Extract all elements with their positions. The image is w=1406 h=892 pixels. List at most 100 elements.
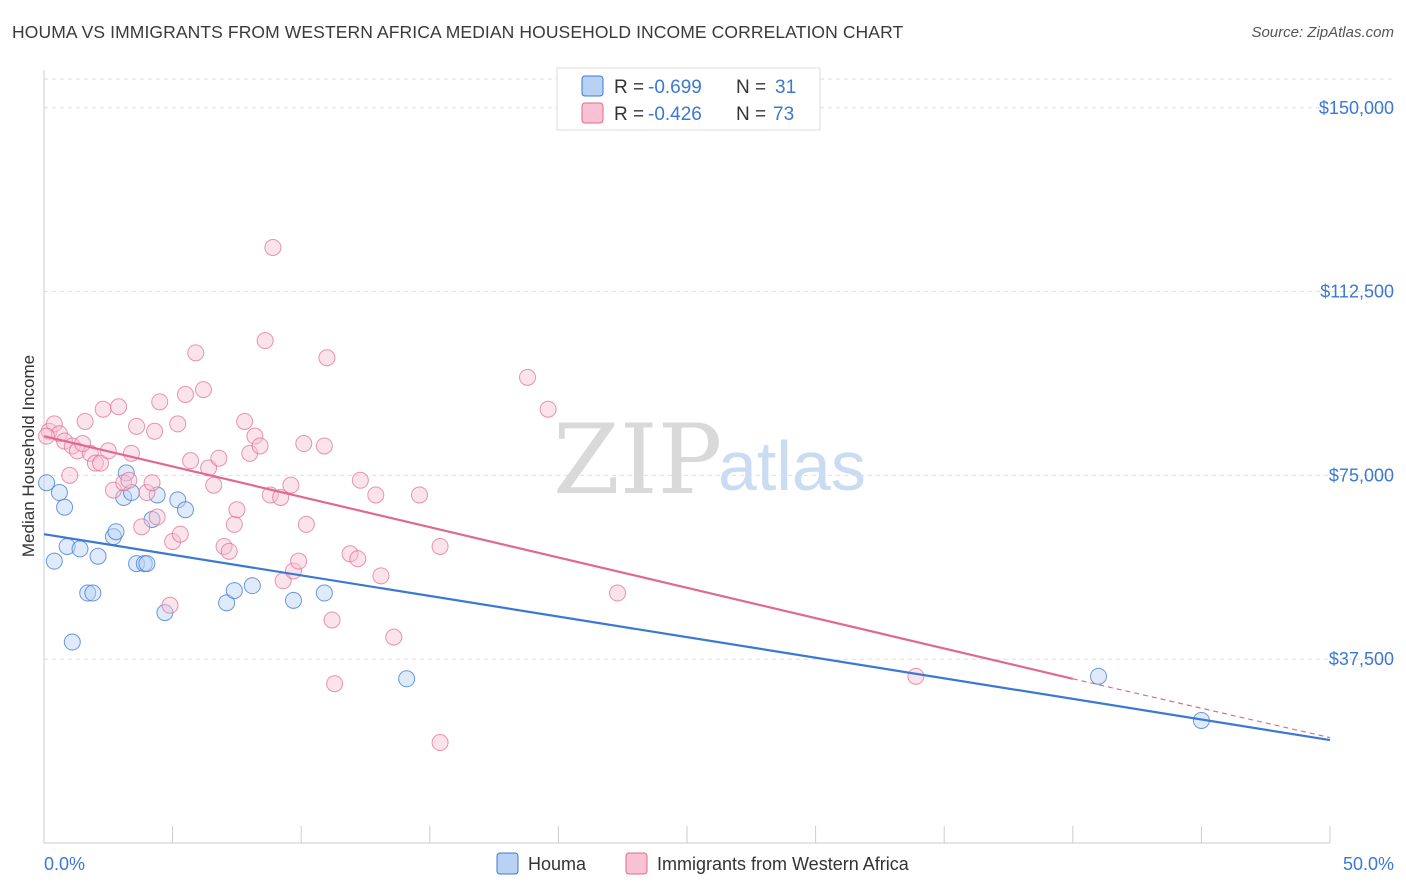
immigrants-point [290,552,308,570]
immigrants-point [161,596,179,614]
immigrants-point [318,349,336,367]
immigrants-point [138,484,156,502]
x-axis-ticks [43,826,1331,843]
immigrants-point [182,452,200,470]
immigrants-point [609,584,627,602]
immigrants-point [146,422,164,440]
immigrants-point [76,412,94,430]
immigrants-point [349,550,367,568]
legend-r-value-immigrants: -0.426 [648,104,702,125]
y-axis-label: Median Household Income [19,355,38,557]
immigrants-trend-line [43,435,1074,680]
immigrants-point [210,449,228,467]
bottom-legend-swatch-houma [496,852,519,875]
houma-point [1090,667,1108,685]
trend-lines [43,435,1331,742]
legend-r-value-houma: -0.699 [648,77,702,98]
immigrants-point [372,567,390,585]
immigrants-point [45,415,63,433]
y-tick-label: $112,500 [1320,282,1394,302]
bottom-legend-label-immigrants: Immigrants from Western Africa [657,854,910,874]
source-label: Source: ZipAtlas.com [1251,24,1394,41]
immigrants-point [236,412,254,430]
immigrants-point [251,437,269,455]
x-tick-label-max: 50.0% [1343,854,1394,874]
immigrants-point [205,476,223,494]
houma-point [89,547,107,565]
immigrants-point [215,537,233,555]
legend: R = -0.699 N = 31 R = -0.426 N = 73 [556,67,821,131]
houma-trend-line [43,533,1331,742]
immigrants-point [94,400,112,418]
immigrants-point [367,486,385,504]
immigrants-point [169,415,187,433]
immigrants-point [323,611,341,629]
immigrants-point [246,427,264,445]
immigrants-point [61,466,79,484]
bottom-legend-label-houma: Houma [528,854,587,874]
immigrants-point [176,386,194,404]
houma-point [284,591,302,609]
bottom-legend-swatch-immigrants [625,852,648,875]
houma-point [56,498,74,516]
houma-point [398,670,416,688]
bottom-legend: Houma Immigrants from Western Africa [496,852,910,875]
houma-point [50,484,68,502]
immigrants-point [351,471,369,489]
immigrants-point [228,501,246,519]
legend-swatch-immigrants [581,102,604,124]
houma-point [63,633,81,651]
immigrants-trend-extension [1072,678,1331,739]
immigrants-point [148,508,166,526]
immigrants-point [264,238,282,256]
immigrants-point [411,486,429,504]
houma-point [84,584,102,602]
legend-n-value-immigrants: 73 [773,104,794,125]
houma-point [225,582,243,600]
watermark-atlas: atlas [718,427,866,505]
houma-point [315,584,333,602]
immigrants-point [110,398,128,416]
legend-n-label-immigrants: N = [736,104,766,125]
gridlines [44,78,1394,660]
legend-swatch-houma [581,75,604,97]
immigrants-point [86,454,104,472]
legend-r-label-houma: R = [614,77,644,98]
houma-point [107,523,125,541]
immigrants-point [151,393,169,411]
y-tick-label: $75,000 [1329,465,1394,485]
immigrants-points [38,238,925,752]
immigrants-point [297,515,315,533]
chart-title: HOUMA VS IMMIGRANTS FROM WESTERN AFRICA … [12,22,904,42]
immigrants-point [315,437,333,455]
immigrants-point [120,471,138,489]
immigrants-point [519,368,537,386]
immigrants-point [225,515,243,533]
y-tick-label: $37,500 [1329,649,1394,669]
immigrants-point [133,518,151,536]
houma-point [71,540,89,558]
immigrants-point [187,344,205,362]
immigrants-point [431,537,449,555]
immigrants-point [143,474,161,492]
immigrants-point [92,454,110,472]
immigrants-point [282,476,300,494]
houma-point [176,501,194,519]
houma-point [79,584,97,602]
immigrants-point [256,332,274,350]
x-tick-label-min: 0.0% [44,854,85,874]
watermark: ZIP atlas [553,404,866,516]
y-tick-label: $150,000 [1319,98,1394,118]
immigrants-point [907,667,925,685]
houma-point [218,594,236,612]
houma-point [243,577,261,595]
houma-points [38,464,1210,729]
immigrants-point [539,400,557,418]
watermark-zip: ZIP [553,404,722,516]
immigrants-point [385,628,403,646]
immigrants-point [326,675,344,693]
houma-point [45,552,63,570]
houma-point [138,555,156,573]
immigrants-point [171,525,189,543]
